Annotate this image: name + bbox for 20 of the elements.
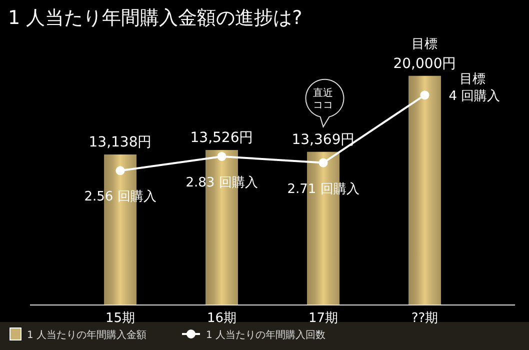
data-label: 20,000円	[393, 56, 456, 72]
legend-label: 1 人当たりの年間購入金額	[27, 329, 147, 341]
data-label: 4 回購入	[448, 89, 500, 104]
x-tick-label: 16期	[206, 311, 237, 326]
x-tick-label: 15期	[105, 311, 136, 326]
x-tick-label: ??期	[411, 311, 438, 326]
bar	[408, 76, 441, 305]
point	[318, 158, 328, 168]
chart-title: 1 人当たり年間購入金額の進捗は?	[8, 7, 302, 29]
point	[116, 166, 125, 176]
annotation: 目標	[460, 72, 486, 88]
legend-label: 1 人当たりの年間購入回数	[206, 329, 326, 341]
annotation: 直近ココ	[313, 86, 334, 111]
speech-bubble: 直近ココ	[305, 78, 344, 128]
point	[217, 152, 226, 161]
text: 目標	[412, 36, 438, 52]
data-label: 13,526円	[190, 130, 254, 146]
point	[420, 90, 430, 100]
data-label: 13,138円	[88, 134, 152, 150]
x-tick-label: 17期	[308, 311, 338, 326]
